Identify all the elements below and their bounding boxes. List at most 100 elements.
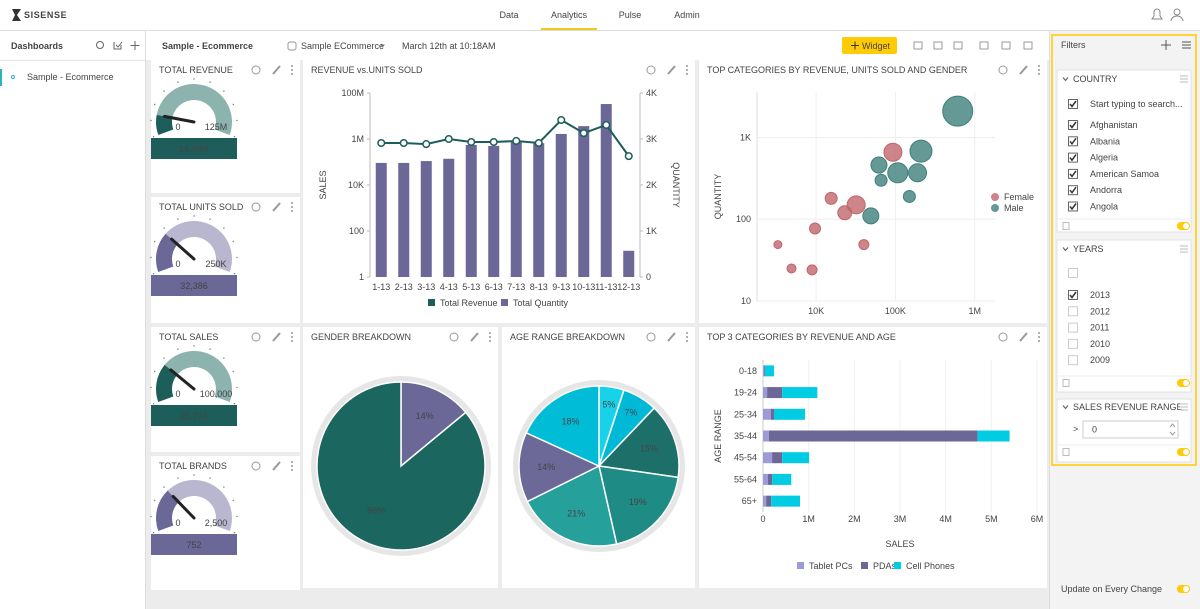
collapse-chevron[interactable]	[1062, 405, 1069, 410]
filter-menu[interactable]	[1180, 75, 1188, 83]
menu-dot[interactable]	[686, 69, 688, 71]
widget-button-label[interactable]: Widget	[862, 41, 891, 51]
menu-dot[interactable]	[1038, 65, 1040, 67]
menu-dot[interactable]	[291, 65, 293, 67]
menu-dot[interactable]	[291, 69, 293, 71]
filter-item[interactable]: 2010	[1090, 339, 1110, 349]
filter-menu[interactable]	[1180, 403, 1188, 411]
legend-label[interactable]: Female	[1004, 192, 1034, 202]
menu-dot[interactable]	[291, 202, 293, 204]
filter-item[interactable]: Albania	[1090, 136, 1120, 146]
checkbox[interactable]	[1068, 268, 1078, 278]
checkbox[interactable]	[1068, 338, 1078, 349]
filter-item[interactable]: 2013	[1090, 290, 1110, 300]
menu-dot[interactable]	[489, 340, 491, 342]
filter-item[interactable]: Algeria	[1090, 153, 1118, 163]
filter-item[interactable]: 2011	[1090, 323, 1109, 333]
toolbar-icon[interactable]	[979, 41, 989, 50]
menu-dot[interactable]	[1038, 340, 1040, 342]
toolbar-icon[interactable]	[953, 41, 963, 50]
menu-dot[interactable]	[489, 332, 491, 334]
filter-item[interactable]: Afghanistan	[1090, 120, 1138, 130]
menu-dot[interactable]	[291, 340, 293, 342]
filter-item[interactable]: Angola	[1090, 202, 1118, 212]
checkbox[interactable]	[1068, 355, 1078, 366]
delete-icon[interactable]	[1062, 379, 1070, 387]
info-icon[interactable]	[251, 332, 261, 342]
filters-menu[interactable]	[1182, 41, 1191, 49]
dashboard-link[interactable]: Sample - Ecommerce	[27, 72, 114, 82]
info-icon[interactable]	[251, 202, 261, 212]
menu-dot[interactable]	[1038, 332, 1040, 334]
menu-dot[interactable]	[686, 332, 688, 334]
menu-dot[interactable]	[291, 465, 293, 467]
edit-widget-icon[interactable]	[1019, 332, 1028, 342]
legend-label[interactable]: Total Revenue	[440, 298, 498, 308]
edit-widget-icon[interactable]	[667, 65, 676, 75]
menu-dot[interactable]	[291, 469, 293, 471]
checkbox[interactable]	[1068, 322, 1078, 333]
info-icon[interactable]	[251, 65, 261, 75]
info-icon[interactable]	[646, 65, 656, 75]
range-value[interactable]: 0	[1092, 425, 1097, 435]
menu-dot[interactable]	[1038, 73, 1040, 75]
nav-tab[interactable]: Pulse	[619, 10, 642, 20]
legend-label[interactable]: Total Quantity	[513, 298, 569, 308]
toolbar-icon[interactable]	[933, 41, 943, 50]
menu-dot[interactable]	[291, 332, 293, 334]
filter-item[interactable]: Andorra	[1090, 185, 1122, 195]
legend-label[interactable]: Cell Phones	[906, 561, 955, 571]
menu-dot[interactable]	[686, 340, 688, 342]
edit-widget-icon[interactable]	[272, 202, 281, 212]
collapse-chevron[interactable]	[1062, 247, 1069, 252]
collapse-chevron[interactable]	[1062, 77, 1069, 82]
edit-widget-icon[interactable]	[272, 461, 281, 471]
menu-dot[interactable]	[686, 336, 688, 338]
toolbar-icon[interactable]	[1001, 41, 1011, 50]
menu-dot[interactable]	[291, 206, 293, 208]
filter-item[interactable]: American Samoa	[1090, 169, 1159, 179]
nav-tab[interactable]: Analytics	[551, 10, 588, 20]
range-input[interactable]	[1082, 420, 1179, 439]
info-icon[interactable]	[251, 461, 261, 471]
menu-dot[interactable]	[1038, 336, 1040, 338]
bell-icon[interactable]	[1151, 8, 1163, 20]
edit-icon[interactable]	[113, 41, 123, 50]
menu-dot[interactable]	[291, 336, 293, 338]
menu-dot[interactable]	[489, 336, 491, 338]
legend-label[interactable]: PDAs	[873, 561, 897, 571]
user-icon[interactable]	[1173, 8, 1181, 16]
info-icon[interactable]	[998, 65, 1008, 75]
widget-button[interactable]	[842, 37, 897, 54]
delete-icon[interactable]	[1062, 222, 1070, 230]
legend-label[interactable]: Tablet PCs	[809, 561, 853, 571]
delete-icon[interactable]	[1062, 448, 1070, 456]
menu-dot[interactable]	[291, 461, 293, 463]
edit-widget-icon[interactable]	[1019, 65, 1028, 75]
filter-item[interactable]: 2012	[1090, 306, 1110, 316]
toolbar-icon[interactable]	[1023, 41, 1033, 50]
filter-search[interactable]: Start typing to search...	[1090, 99, 1183, 109]
datasource[interactable]: Sample ECommerce	[301, 41, 384, 51]
info-icon[interactable]	[646, 332, 656, 342]
edit-widget-icon[interactable]	[667, 332, 676, 342]
add-filter[interactable]	[1161, 40, 1171, 50]
filter-item[interactable]: 2009	[1090, 355, 1110, 365]
nav-tab[interactable]: Admin	[674, 10, 700, 20]
search-icon[interactable]	[96, 41, 104, 49]
toolbar-icon[interactable]	[913, 41, 923, 50]
menu-dot[interactable]	[291, 210, 293, 212]
menu-dot[interactable]	[686, 65, 688, 67]
info-icon[interactable]	[449, 332, 459, 342]
menu-dot[interactable]	[686, 73, 688, 75]
nav-tab[interactable]: Data	[499, 10, 518, 20]
edit-widget-icon[interactable]	[272, 332, 281, 342]
edit-widget-icon[interactable]	[470, 332, 479, 342]
info-icon[interactable]	[998, 332, 1008, 342]
add-icon[interactable]	[130, 41, 140, 50]
menu-dot[interactable]	[291, 73, 293, 75]
filter-menu[interactable]	[1180, 245, 1188, 253]
checkbox[interactable]	[1068, 306, 1078, 317]
edit-widget-icon[interactable]	[272, 65, 281, 75]
legend-label[interactable]: Male	[1004, 203, 1024, 213]
